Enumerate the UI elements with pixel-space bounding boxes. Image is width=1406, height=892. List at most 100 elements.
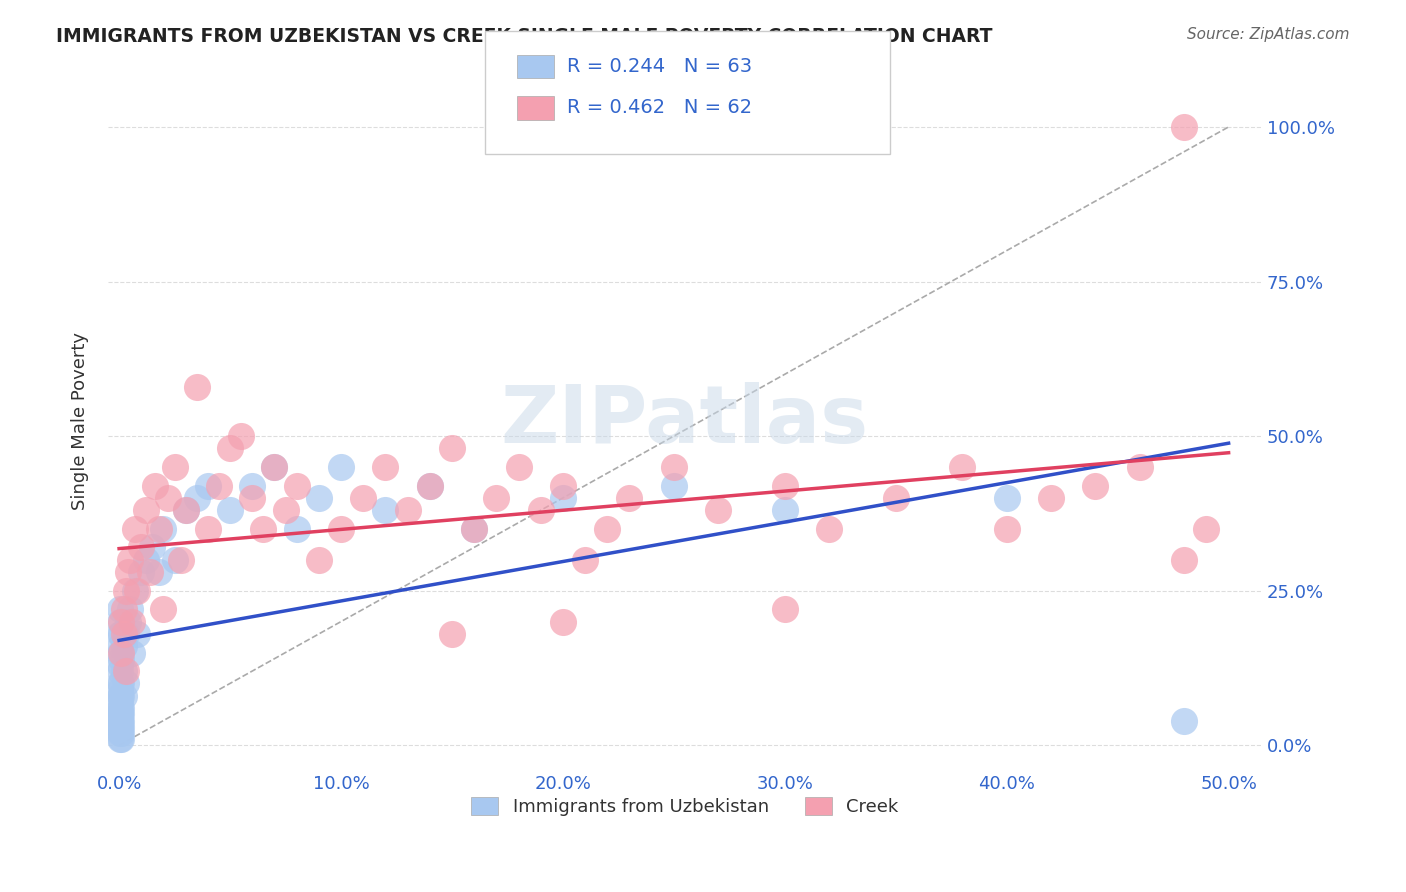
Point	[110, 732, 132, 747]
Point	[110, 707, 132, 722]
Point	[156, 491, 179, 505]
Point	[574, 553, 596, 567]
Point	[110, 689, 132, 703]
Point	[112, 664, 135, 678]
Point	[551, 615, 574, 629]
Y-axis label: Single Male Poverty: Single Male Poverty	[72, 332, 89, 509]
Point	[112, 627, 135, 641]
Point	[263, 460, 285, 475]
Point	[108, 602, 131, 616]
Point	[108, 682, 131, 697]
Point	[662, 460, 685, 475]
Point	[108, 726, 131, 740]
Point	[143, 478, 166, 492]
Text: ZIPatlas: ZIPatlas	[501, 382, 869, 459]
Point	[219, 442, 242, 456]
Point	[1040, 491, 1063, 505]
Point	[108, 707, 131, 722]
Point	[129, 565, 152, 579]
Point	[114, 664, 136, 678]
Point	[135, 553, 157, 567]
Point	[108, 615, 131, 629]
Point	[163, 553, 186, 567]
Point	[120, 553, 142, 567]
Point	[551, 478, 574, 492]
Point	[125, 627, 148, 641]
Point	[374, 503, 396, 517]
Point	[108, 701, 131, 715]
Point	[240, 491, 263, 505]
Point	[110, 676, 132, 690]
Point	[110, 726, 132, 740]
Point	[148, 565, 170, 579]
Point	[108, 646, 131, 660]
Point	[1129, 460, 1152, 475]
Point	[110, 627, 132, 641]
Point	[148, 522, 170, 536]
Point	[117, 615, 139, 629]
Point	[231, 429, 253, 443]
Point	[252, 522, 274, 536]
Point	[163, 460, 186, 475]
Point	[950, 460, 973, 475]
Point	[773, 478, 796, 492]
Point	[121, 615, 143, 629]
Point	[773, 602, 796, 616]
Point	[121, 646, 143, 660]
Point	[463, 522, 485, 536]
Point	[135, 503, 157, 517]
Point	[1173, 714, 1195, 728]
Point	[308, 553, 330, 567]
Text: R = 0.244   N = 63: R = 0.244 N = 63	[567, 56, 752, 76]
Point	[108, 695, 131, 709]
Point	[419, 478, 441, 492]
Point	[108, 640, 131, 654]
Point	[110, 714, 132, 728]
Point	[112, 640, 135, 654]
Point	[124, 522, 146, 536]
Point	[108, 707, 131, 722]
Point	[619, 491, 641, 505]
Point	[352, 491, 374, 505]
Point	[197, 522, 219, 536]
Point	[485, 491, 508, 505]
Point	[114, 676, 136, 690]
Point	[374, 460, 396, 475]
Point	[530, 503, 553, 517]
Point	[662, 478, 685, 492]
Point	[707, 503, 730, 517]
Point	[125, 583, 148, 598]
Point	[108, 689, 131, 703]
Point	[440, 442, 463, 456]
Point	[551, 491, 574, 505]
Text: IMMIGRANTS FROM UZBEKISTAN VS CREEK SINGLE MALE POVERTY CORRELATION CHART: IMMIGRANTS FROM UZBEKISTAN VS CREEK SING…	[56, 27, 993, 45]
Point	[1084, 478, 1107, 492]
Point	[152, 602, 174, 616]
Point	[1173, 553, 1195, 567]
Point	[1195, 522, 1218, 536]
Point	[263, 460, 285, 475]
Point	[330, 460, 353, 475]
Point	[112, 689, 135, 703]
Point	[114, 583, 136, 598]
Point	[110, 646, 132, 660]
Point	[396, 503, 419, 517]
Point	[108, 664, 131, 678]
Point	[141, 541, 163, 555]
Point	[108, 714, 131, 728]
Point	[108, 714, 131, 728]
Point	[285, 522, 308, 536]
Point	[508, 460, 530, 475]
Point	[108, 720, 131, 734]
Point	[596, 522, 619, 536]
Point	[110, 615, 132, 629]
Point	[129, 541, 152, 555]
Point	[108, 657, 131, 672]
Point	[110, 651, 132, 665]
Point	[186, 491, 208, 505]
Point	[219, 503, 242, 517]
Point	[274, 503, 297, 517]
Point	[110, 701, 132, 715]
Point	[117, 565, 139, 579]
Point	[124, 583, 146, 598]
